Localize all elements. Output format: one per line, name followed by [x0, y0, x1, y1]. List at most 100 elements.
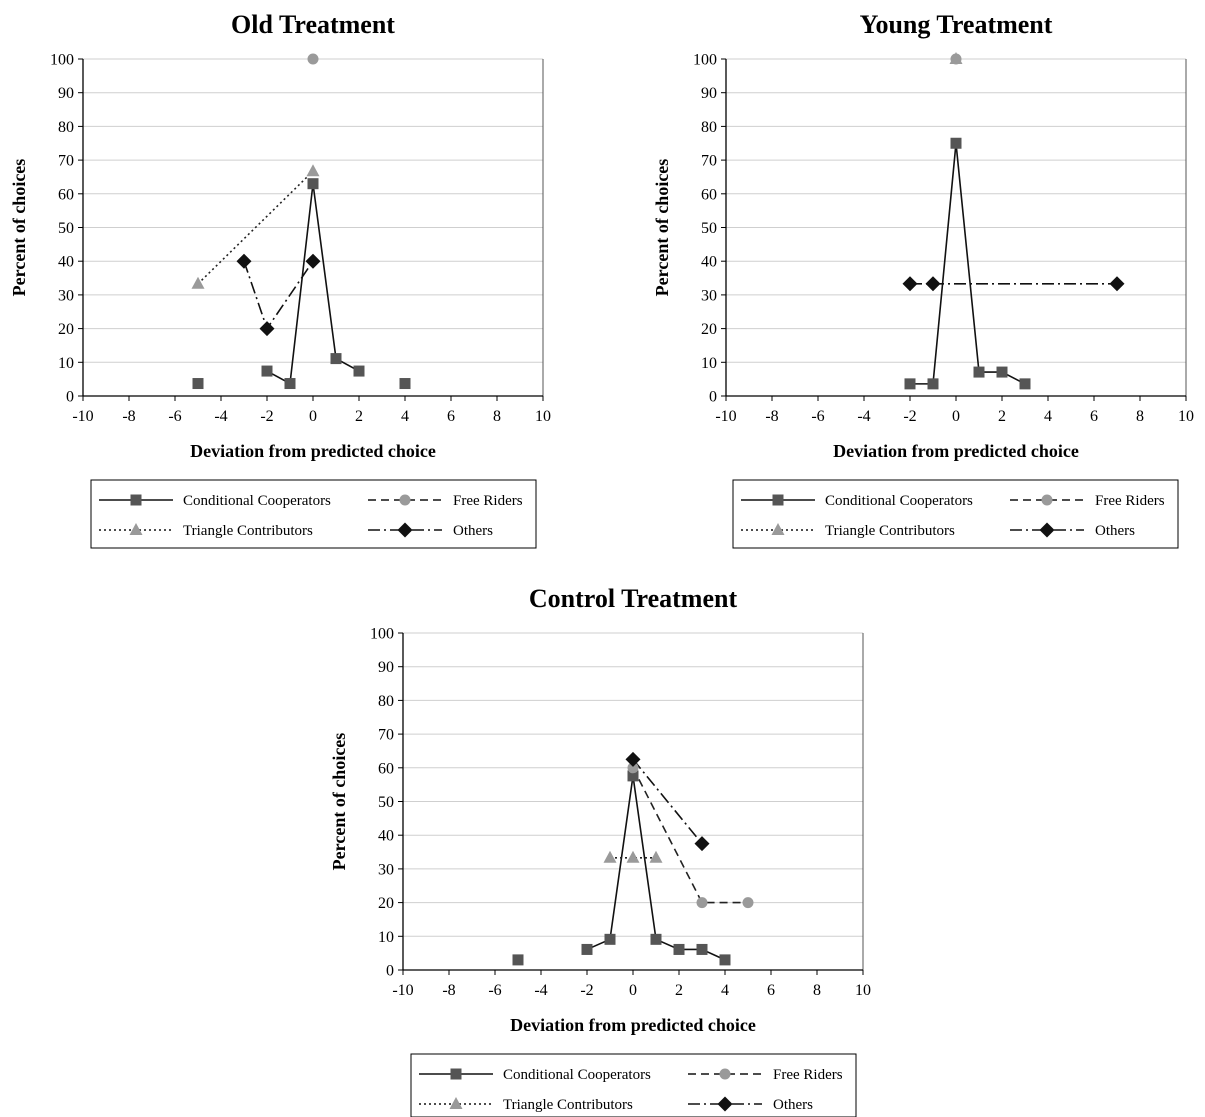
- data-point-square: [307, 178, 319, 190]
- data-point-square: [604, 933, 616, 945]
- x-tick-label: -6: [811, 408, 824, 425]
- legend-label-free: Free Riders: [453, 493, 523, 509]
- y-tick-label: 40: [701, 254, 717, 271]
- x-tick-label: 2: [998, 408, 1006, 425]
- legend: Conditional Cooperators Free Riders Triang…: [410, 1053, 857, 1117]
- legend-marker-triangle: [771, 523, 785, 535]
- series-line-square: [266, 183, 360, 385]
- data-point-diamond: [625, 751, 641, 767]
- y-tick-label: 80: [701, 119, 717, 136]
- data-point-triangle: [191, 276, 205, 289]
- series-line-diamond: [632, 758, 703, 845]
- legend-label-triangle: Triangle Contributors: [825, 523, 955, 539]
- y-tick-label: 90: [378, 659, 394, 676]
- data-point-circle: [627, 762, 639, 774]
- x-tick-label: 6: [767, 982, 775, 999]
- x-tick-label: -4: [534, 982, 547, 999]
- data-point-square: [353, 365, 365, 377]
- data-point-square: [719, 954, 731, 966]
- data-point-square: [927, 378, 939, 390]
- y-tick-label: 60: [378, 760, 394, 777]
- x-tick-label: -2: [260, 408, 273, 425]
- data-point-square: [1019, 378, 1031, 390]
- chart-title: Old Treatment: [231, 10, 395, 39]
- y-tick-label: 100: [370, 626, 394, 643]
- legend-marker-triangle: [129, 523, 143, 535]
- data-point-square: [284, 378, 296, 390]
- data-point-square: [192, 378, 204, 390]
- series-line-circle: [632, 767, 748, 904]
- x-tick-label: 4: [1044, 408, 1052, 425]
- data-point-diamond: [902, 276, 918, 292]
- data-point-diamond: [305, 253, 321, 269]
- y-tick-label: 100: [50, 52, 74, 69]
- legend-marker-others: [1039, 522, 1055, 538]
- y-tick-label: 10: [701, 355, 717, 372]
- legend-marker-conditional: [450, 1068, 462, 1080]
- legend-marker-free: [719, 1068, 731, 1080]
- y-tick-label: 0: [66, 389, 74, 406]
- y-tick-label: 10: [378, 929, 394, 946]
- legend-marker-conditional: [772, 494, 784, 506]
- data-point-square: [512, 954, 524, 966]
- legend-marker-conditional: [130, 494, 142, 506]
- x-tick-label: 10: [855, 982, 871, 999]
- series-line-triangle: [197, 170, 314, 285]
- data-point-diamond: [236, 253, 252, 269]
- data-point-diamond: [694, 836, 710, 852]
- x-tick-label: -2: [580, 982, 593, 999]
- y-tick-label: 50: [701, 220, 717, 237]
- legend-box: [90, 479, 537, 549]
- y-tick-label: 50: [378, 794, 394, 811]
- legend-label-triangle: Triangle Contributors: [503, 1097, 633, 1113]
- x-tick-label: 10: [535, 408, 551, 425]
- legend-marker-triangle: [449, 1097, 463, 1109]
- y-tick-label: 30: [701, 287, 717, 304]
- legend: Conditional Cooperators Free Riders Triang…: [732, 479, 1179, 549]
- x-tick-label: -6: [168, 408, 181, 425]
- x-tick-label: 0: [952, 408, 960, 425]
- data-point-square: [904, 378, 916, 390]
- y-tick-label: 80: [378, 693, 394, 710]
- data-point-diamond: [1109, 276, 1125, 292]
- y-tick-label: 40: [378, 828, 394, 845]
- legend-label-conditional: Conditional Cooperators: [825, 493, 973, 509]
- legend: Conditional Cooperators Free Riders Triang…: [90, 479, 537, 549]
- y-tick-label: 10: [58, 355, 74, 372]
- legend-marker-free: [399, 494, 411, 506]
- data-point-square: [399, 378, 411, 390]
- legend-label-free: Free Riders: [773, 1067, 843, 1083]
- data-point-square: [330, 353, 342, 365]
- legend-marker-free: [1041, 494, 1053, 506]
- y-tick-label: 60: [701, 186, 717, 203]
- data-point-square: [950, 137, 962, 149]
- y-tick-label: 90: [701, 85, 717, 102]
- legend-label-others: Others: [453, 523, 493, 539]
- y-tick-label: 90: [58, 85, 74, 102]
- legend-marker-others: [397, 522, 413, 538]
- legend-label-others: Others: [773, 1097, 813, 1113]
- y-tick-label: 80: [58, 119, 74, 136]
- data-point-circle: [742, 897, 754, 909]
- x-tick-label: 0: [629, 982, 637, 999]
- x-axis-title: Deviation from predicted choice: [190, 441, 436, 461]
- y-tick-label: 40: [58, 254, 74, 271]
- legend-label-conditional: Conditional Cooperators: [503, 1067, 651, 1083]
- data-point-triangle: [626, 850, 640, 863]
- x-tick-label: 8: [813, 982, 821, 999]
- y-tick-label: 70: [58, 153, 74, 170]
- legend-box: [410, 1053, 857, 1117]
- x-tick-label: -8: [122, 408, 135, 425]
- x-tick-label: 4: [721, 982, 729, 999]
- y-tick-label: 0: [709, 389, 717, 406]
- y-axis-title: Percent of choices: [652, 159, 672, 297]
- x-axis-title: Deviation from predicted choice: [510, 1015, 756, 1035]
- y-tick-label: 0: [386, 963, 394, 980]
- data-point-circle: [696, 897, 708, 909]
- x-tick-label: 2: [675, 982, 683, 999]
- legend-label-free: Free Riders: [1095, 493, 1165, 509]
- data-point-circle: [307, 53, 319, 65]
- data-point-square: [650, 933, 662, 945]
- y-tick-label: 60: [58, 186, 74, 203]
